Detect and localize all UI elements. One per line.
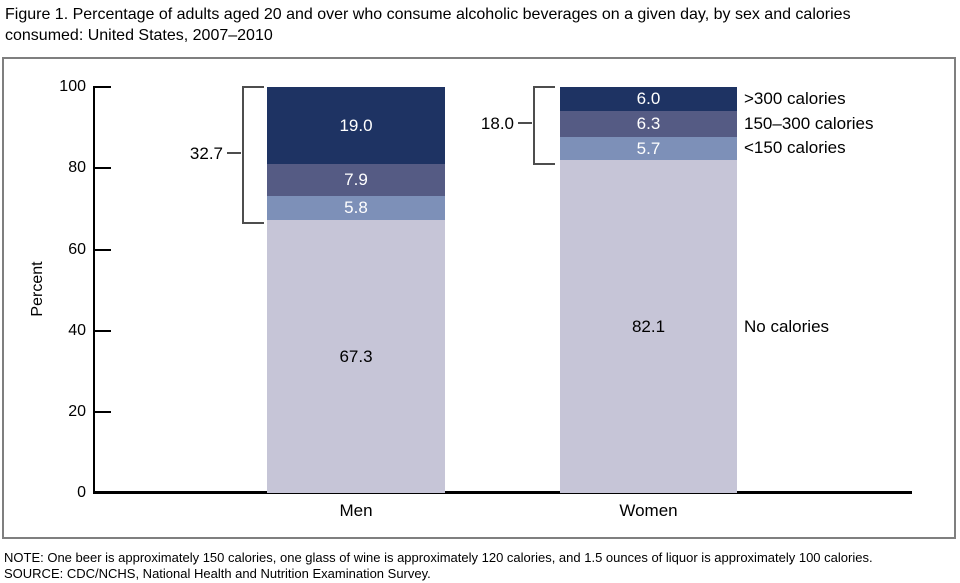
bar-segment-men-150-300-calories: 7.9 — [267, 164, 445, 196]
bar-segment-women-gt300-calories: 6.0 — [560, 87, 737, 111]
y-tick-80 — [95, 167, 111, 169]
bar-segment-men-no-calories: 67.3 — [267, 220, 445, 493]
y-tick-label-20: 20 — [68, 403, 86, 420]
y-tick-label-0: 0 — [77, 484, 86, 501]
bar-value-label: 5.7 — [636, 138, 661, 158]
women-alcohol-total-bracket — [533, 86, 555, 165]
legend-label-gt300-calories: >300 calories — [744, 89, 846, 108]
legend-label-150-300-calories: 150–300 calories — [744, 114, 874, 133]
bar-segment-women-150-300-calories: 6.3 — [560, 111, 737, 137]
bar-value-label: 6.3 — [636, 114, 661, 133]
figure-note: NOTE: One beer is approximately 150 calo… — [4, 550, 873, 565]
bar-value-label: 82.1 — [631, 316, 666, 336]
chart-frame — [2, 57, 956, 539]
legend-label-lt150-calories: <150 calories — [744, 138, 846, 157]
men-bracket-connector — [227, 152, 241, 154]
y-tick-label-60: 60 — [68, 241, 86, 258]
bar-segment-men-gt300-calories: 19.0 — [267, 87, 445, 164]
women-alcohol-total-label: 18.0 — [480, 114, 514, 133]
bar-segment-women-lt150-calories: 5.7 — [560, 137, 737, 160]
bar-value-label: 6.0 — [636, 89, 661, 108]
y-tick-label-80: 80 — [68, 159, 86, 176]
figure-title-line1: Figure 1. Percentage of adults aged 20 a… — [5, 6, 851, 23]
bar-segment-women-no-calories: 82.1 — [560, 160, 737, 493]
legend-label-no-calories: No calories — [744, 317, 830, 336]
y-tick-100 — [95, 86, 111, 88]
y-tick-20 — [95, 411, 111, 413]
bar-value-label: 67.3 — [339, 346, 373, 366]
women-bracket-connector — [518, 122, 532, 124]
bar-value-label: 19.0 — [339, 115, 373, 135]
y-tick-label-100: 100 — [59, 78, 86, 95]
men-alcohol-total-bracket — [242, 86, 264, 224]
figure-source: SOURCE: CDC/NCHS, National Health and Nu… — [4, 566, 431, 581]
y-axis-line — [93, 86, 95, 493]
men-alcohol-total-label: 32.7 — [189, 144, 223, 163]
y-axis-title: Percent — [29, 261, 46, 317]
bar-segment-men-lt150-calories: 5.8 — [267, 196, 445, 220]
y-tick-40 — [95, 330, 111, 332]
y-tick-label-40: 40 — [68, 322, 86, 339]
x-category-label-men: Men — [339, 501, 373, 520]
figure-title-line2: consumed: United States, 2007–2010 — [5, 27, 273, 44]
x-axis-line — [93, 491, 912, 494]
y-tick-60 — [95, 249, 111, 251]
bar-value-label: 5.8 — [344, 198, 368, 217]
bar-value-label: 7.9 — [344, 170, 368, 189]
x-category-label-women: Women — [619, 501, 678, 520]
